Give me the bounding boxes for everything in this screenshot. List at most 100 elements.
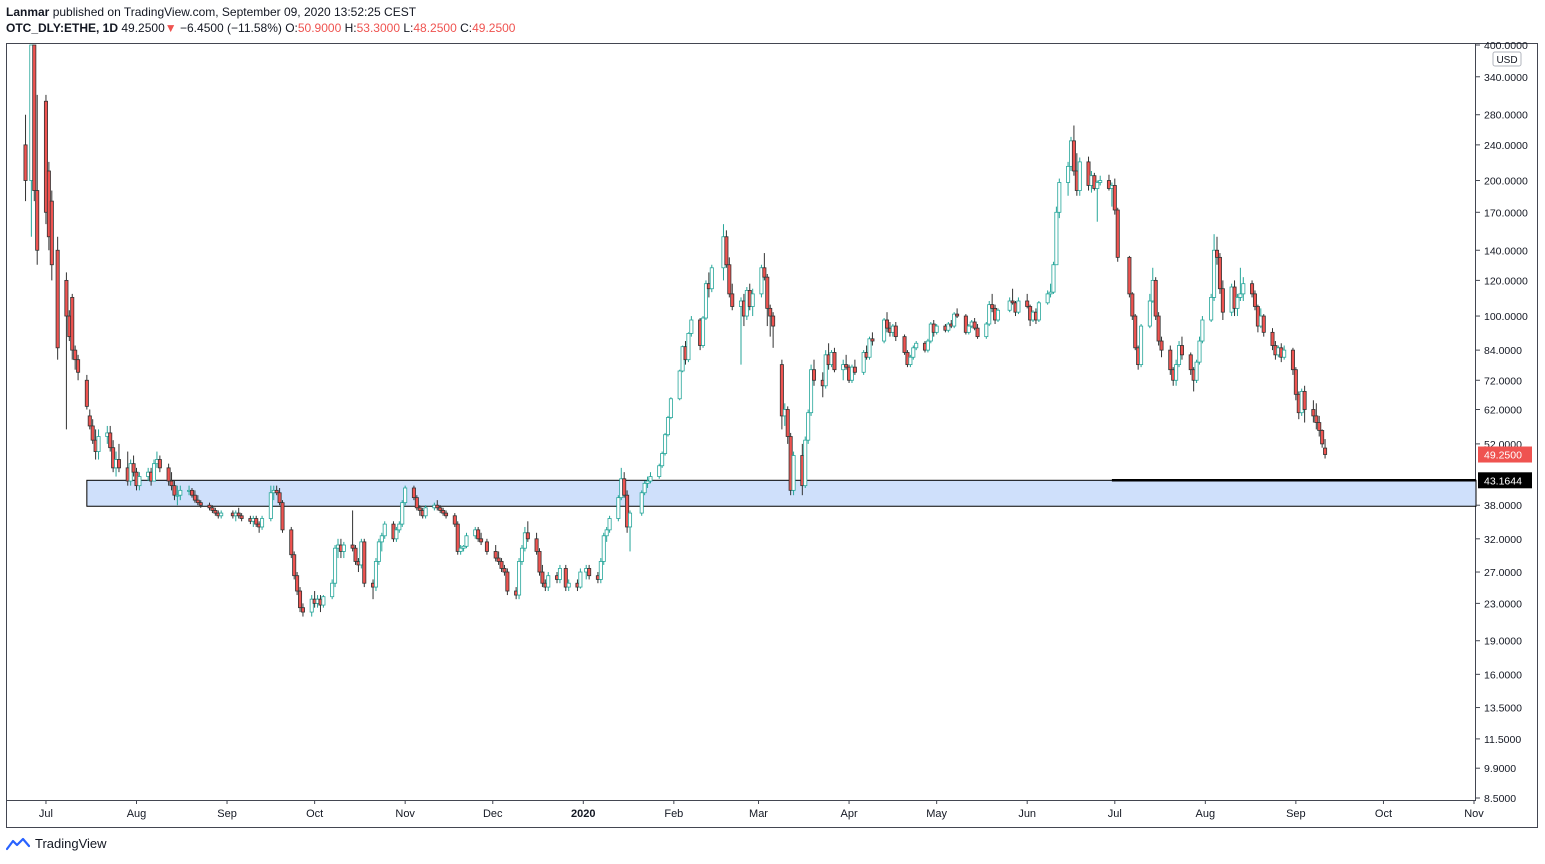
time-tick-label: Dec: [483, 808, 503, 820]
time-tick-label: Jul: [39, 808, 53, 820]
candle-body: [1317, 422, 1322, 431]
low-value: 48.2500: [413, 21, 457, 35]
candle-body: [277, 492, 282, 504]
candle-body: [64, 279, 69, 317]
candle-body: [32, 44, 37, 191]
candle-body: [882, 319, 887, 342]
candle: [292, 551, 297, 580]
candle-body: [701, 317, 706, 346]
candle-body: [295, 575, 300, 592]
candle: [812, 359, 817, 386]
candle-body: [1194, 361, 1199, 381]
candle-body: [362, 541, 367, 584]
candle-body: [665, 417, 670, 436]
candle-body: [157, 459, 162, 469]
candle-body: [219, 512, 224, 517]
candle: [417, 505, 422, 516]
candle: [1054, 206, 1059, 266]
candle: [362, 538, 367, 588]
candle: [1153, 277, 1158, 320]
candle: [1077, 157, 1082, 196]
candle-body: [1282, 349, 1287, 358]
candle: [1168, 345, 1173, 375]
time-tick-label: Oct: [306, 808, 323, 820]
support-level-badge: [1478, 472, 1532, 489]
candle: [300, 603, 305, 617]
candle-body: [546, 575, 551, 588]
candle-body: [1071, 140, 1076, 172]
candle-body: [703, 283, 708, 319]
candle-body: [925, 340, 930, 351]
publish-line: Lanmar published on TradingView.com, Sep…: [6, 4, 515, 20]
time-tick-label: 2020: [571, 808, 595, 820]
candle-body: [1130, 293, 1135, 317]
candle: [1282, 345, 1287, 360]
candle: [934, 324, 939, 335]
candle: [809, 364, 814, 416]
candle: [987, 300, 992, 327]
candle: [280, 500, 285, 533]
candle: [73, 345, 78, 370]
candle: [1115, 207, 1120, 262]
candle: [90, 419, 95, 444]
candle: [639, 490, 644, 516]
candle: [213, 507, 218, 516]
candle-body: [1320, 430, 1325, 445]
candle-body: [812, 369, 817, 381]
time-axis[interactable]: Jul Aug Sep Oct Nov Dec 2020 Feb Mar Apr May Jun Jul…: [39, 800, 1484, 820]
price-tick-label: 32.0000: [1484, 534, 1522, 546]
candle: [852, 359, 857, 375]
candle: [455, 521, 460, 555]
candle-body: [131, 463, 136, 473]
candle-body: [397, 523, 402, 531]
candle: [1139, 324, 1144, 368]
candle-body: [195, 499, 200, 504]
last-price-badge: [1478, 446, 1532, 463]
candle: [1007, 297, 1012, 313]
candle: [914, 341, 919, 351]
candle: [1212, 234, 1217, 301]
candle-body: [730, 293, 735, 307]
candle-body: [768, 307, 773, 317]
candle: [972, 318, 977, 331]
candle: [908, 354, 913, 368]
candle: [423, 505, 428, 519]
candle-body: [1115, 209, 1120, 258]
candle: [546, 572, 551, 592]
tradingview-brand[interactable]: TradingView: [35, 836, 107, 851]
candle: [111, 440, 116, 473]
candle: [1320, 429, 1325, 448]
candle-body: [236, 512, 241, 517]
time-tick-label: Apr: [840, 808, 857, 820]
candle-body: [152, 463, 157, 482]
currency-label: USD: [1496, 55, 1517, 66]
candle-body: [1290, 349, 1295, 371]
candle: [517, 558, 522, 600]
candle-body: [645, 480, 650, 484]
candle-body: [280, 502, 285, 531]
candle: [1106, 174, 1111, 191]
candle-body: [1153, 279, 1158, 317]
candle-body: [759, 267, 764, 295]
price-tick-label: 170.0000: [1484, 207, 1528, 219]
high-value: 53.3000: [356, 21, 400, 35]
candle: [885, 312, 890, 333]
support-level-label: 43.1644: [1484, 475, 1522, 487]
author-name[interactable]: Lanmar: [6, 5, 50, 19]
candle: [759, 264, 764, 298]
candle: [1156, 312, 1161, 346]
candle-body: [166, 467, 171, 482]
candle: [1238, 267, 1243, 301]
candle: [1048, 283, 1053, 298]
candle-body: [972, 321, 977, 329]
candle: [1217, 253, 1222, 294]
candle-body: [791, 455, 796, 491]
candle: [628, 510, 633, 552]
candle-body: [519, 547, 524, 562]
candle-body: [321, 596, 326, 606]
candle: [1112, 178, 1117, 215]
time-tick-label: Aug: [127, 808, 147, 820]
candle: [350, 510, 355, 552]
price-axis[interactable]: 400.0000 340.0000 280.0000 240.0000 200.0000…: [1476, 40, 1528, 805]
